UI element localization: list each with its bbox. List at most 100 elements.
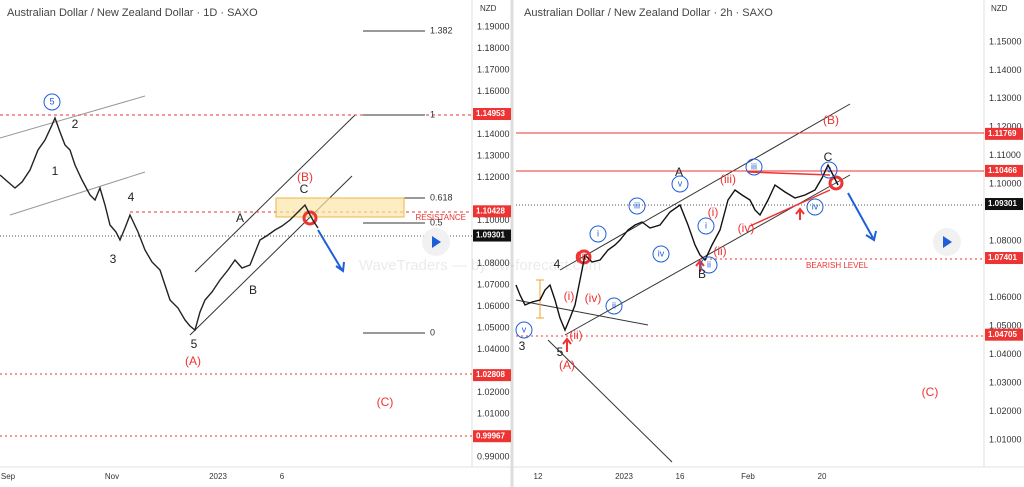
y-axis-label: 1.18000 <box>477 43 510 53</box>
wave-label: (A) <box>559 358 575 372</box>
x-axis-label: 20 <box>818 472 827 481</box>
y-axis-label: 1.04000 <box>477 344 510 354</box>
x-axis-label: 6 <box>280 472 285 481</box>
price-line <box>0 116 319 332</box>
wave-label: iii <box>751 161 757 171</box>
wave-circle <box>820 161 838 179</box>
price-tag-label: 1.04705 <box>988 330 1017 339</box>
price-tag <box>985 127 1023 140</box>
fib-label: 0.618 <box>430 192 453 202</box>
wave-circle <box>671 175 689 193</box>
bearish-label: BEARISH LEVEL <box>806 261 869 270</box>
wave-label: (i) <box>708 205 719 219</box>
price-tag-label: 0.99967 <box>476 431 505 440</box>
y-axis-label: 1.16000 <box>477 86 510 96</box>
price-tag <box>473 369 511 382</box>
price-tag-label: 1.10428 <box>476 206 505 215</box>
wave-label: v <box>678 178 683 188</box>
y-axis-label: 1.01000 <box>477 408 510 418</box>
y-axis-label: 0.99000 <box>477 451 510 461</box>
wave-label: 2 <box>72 117 79 131</box>
wave-circle <box>806 198 824 216</box>
wave-label: v <box>522 324 527 334</box>
watermark: WaveTraders — by ew-forecast.com <box>359 257 601 274</box>
y-axis-label: 1.13000 <box>477 150 510 160</box>
wave-label: iii <box>634 200 640 210</box>
wave-label: (i) <box>564 289 575 303</box>
wave-label: i <box>597 228 599 238</box>
x-axis-label: Nov <box>105 472 119 481</box>
wave-label: 3 <box>519 339 526 353</box>
wave-label: (A) <box>185 354 201 368</box>
wave-label: (iii) <box>575 249 591 263</box>
currency: NZD <box>991 4 1008 13</box>
y-axis-label: 1.10000 <box>477 215 510 225</box>
price-tag-label: 1.10466 <box>988 166 1017 175</box>
price-tag <box>985 252 1023 265</box>
wave-label: (iv) <box>738 221 755 235</box>
wave-label: C <box>824 150 833 164</box>
y-axis-label: 1.17000 <box>477 64 510 74</box>
wave-label: iv <box>812 201 819 211</box>
y-axis-label: 1.19000 <box>477 21 510 31</box>
price-tag <box>473 430 511 443</box>
wave-label: 5 <box>191 337 198 351</box>
wave-label: (C) <box>377 395 394 409</box>
wave-label: (B) <box>823 113 839 127</box>
y-axis-label: 1.14000 <box>989 65 1022 75</box>
currency: NZD <box>480 4 497 13</box>
wave-label: (ii) <box>713 244 726 258</box>
wave-circle <box>700 256 718 274</box>
x-axis-label: 12 <box>534 472 543 481</box>
y-axis-label: 1.08000 <box>477 258 510 268</box>
wave-circle <box>745 158 763 176</box>
y-axis-label: 1.12000 <box>477 172 510 182</box>
wave-circle <box>697 217 715 235</box>
wave-label: iv <box>658 248 665 258</box>
wave-circle <box>605 297 623 315</box>
x-axis-label: Feb <box>741 472 755 481</box>
wave-circle <box>652 245 670 263</box>
price-tag <box>473 229 511 242</box>
fib-label: 0 <box>430 327 435 337</box>
price-tag-label: 1.11769 <box>988 129 1017 138</box>
wave-label: 4 <box>128 190 135 204</box>
y-axis-label: 1.01000 <box>989 434 1022 444</box>
y-axis-label: 1.14000 <box>477 129 510 139</box>
price-tag-label: 1.07401 <box>988 253 1017 262</box>
chart-title: Australian Dollar / New Zealand Dollar ·… <box>524 7 773 19</box>
y-axis-label: 1.02000 <box>477 387 510 397</box>
y-axis-label: 1.11000 <box>989 150 1021 160</box>
wave-label: A <box>236 211 244 225</box>
wave-circle <box>515 321 533 339</box>
price-tag-label: 1.14953 <box>476 109 505 118</box>
x-axis-label: 16 <box>676 472 685 481</box>
x-axis-label: 2023 <box>615 472 633 481</box>
price-tag-label: 1.09301 <box>476 231 505 240</box>
price-tag <box>473 205 511 218</box>
y-axis-label: 1.02000 <box>989 406 1022 416</box>
wave-label: B <box>249 283 257 297</box>
wave-label: 3 <box>110 252 117 266</box>
wave-label: A <box>675 165 683 179</box>
wave-label: (C) <box>922 385 939 399</box>
price-tag-label: 1.02808 <box>476 370 505 379</box>
fib-label: 0.5 <box>430 217 443 227</box>
wave-label: (iv) <box>585 291 602 305</box>
price-tag-label: 1.09301 <box>988 199 1017 208</box>
y-axis-label: 1.08000 <box>989 235 1022 245</box>
y-axis-label: 1.15000 <box>989 36 1022 46</box>
y-axis-label: 1.05000 <box>477 322 510 332</box>
y-axis-label: 1.03000 <box>989 378 1022 388</box>
y-axis-label: 1.13000 <box>989 93 1022 103</box>
fib-label: 1.382 <box>430 25 453 35</box>
x-axis-label: 2023 <box>209 472 227 481</box>
wave-label: 5 <box>49 96 54 106</box>
wave-label: ii <box>612 300 616 310</box>
wave-label: i <box>705 220 707 230</box>
wave-label: ii <box>707 259 711 269</box>
wave-label: (ii) <box>569 328 582 342</box>
wave-circle <box>628 197 646 215</box>
fib-label: 1 <box>430 109 435 119</box>
